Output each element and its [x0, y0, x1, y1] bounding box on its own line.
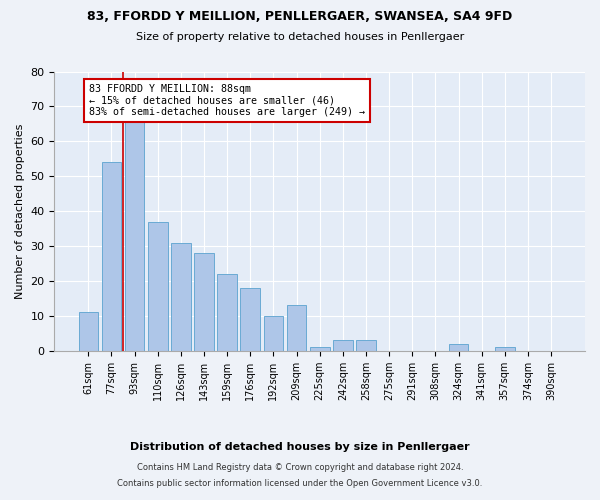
Bar: [125, 114, 145, 351]
Text: Size of property relative to detached houses in Penllergaer: Size of property relative to detached ho…: [136, 32, 464, 42]
Bar: [217, 274, 237, 351]
Text: Contains public sector information licensed under the Open Government Licence v3: Contains public sector information licen…: [118, 478, 482, 488]
Bar: [171, 242, 191, 351]
Bar: [356, 340, 376, 351]
Text: 83 FFORDD Y MEILLION: 88sqm
← 15% of detached houses are smaller (46)
83% of sem: 83 FFORDD Y MEILLION: 88sqm ← 15% of det…: [89, 84, 365, 117]
Bar: [194, 253, 214, 351]
Bar: [263, 316, 283, 351]
Bar: [333, 340, 353, 351]
Bar: [495, 348, 515, 351]
Text: Distribution of detached houses by size in Penllergaer: Distribution of detached houses by size …: [130, 442, 470, 452]
Bar: [310, 348, 329, 351]
Bar: [449, 344, 469, 351]
Y-axis label: Number of detached properties: Number of detached properties: [15, 124, 25, 299]
Bar: [79, 312, 98, 351]
Bar: [287, 306, 307, 351]
Bar: [101, 162, 121, 351]
Text: 83, FFORDD Y MEILLION, PENLLERGAER, SWANSEA, SA4 9FD: 83, FFORDD Y MEILLION, PENLLERGAER, SWAN…: [88, 10, 512, 23]
Bar: [148, 222, 167, 351]
Bar: [241, 288, 260, 351]
Text: Contains HM Land Registry data © Crown copyright and database right 2024.: Contains HM Land Registry data © Crown c…: [137, 464, 463, 472]
